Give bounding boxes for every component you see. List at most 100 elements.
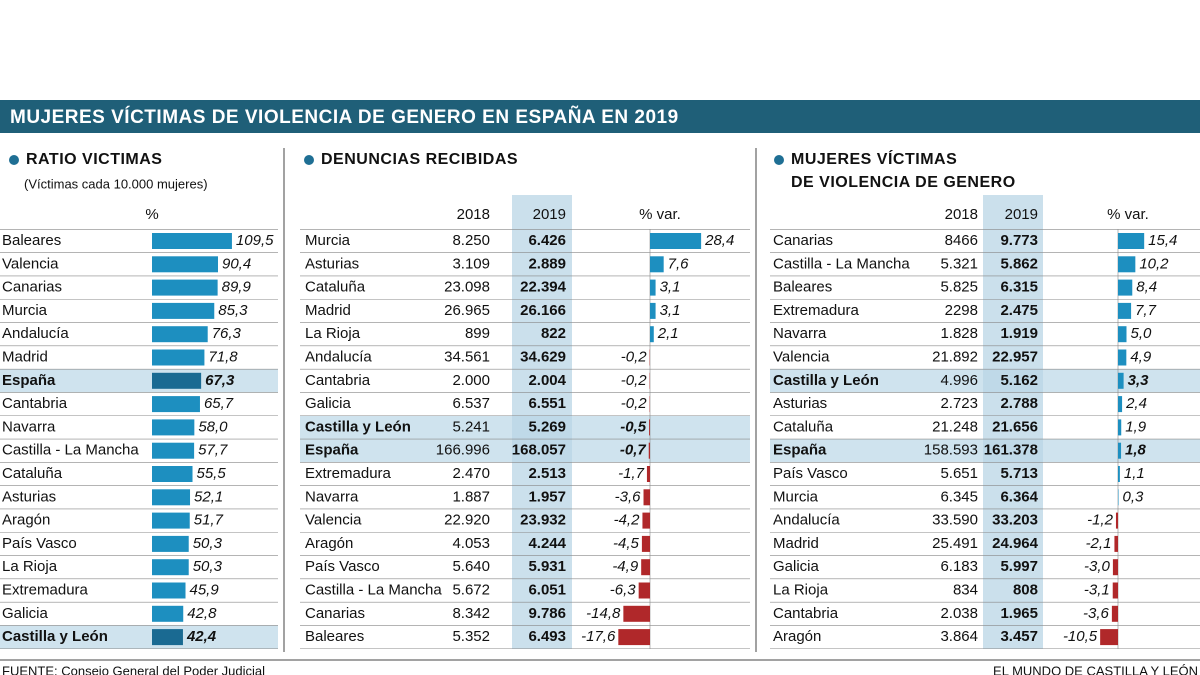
bullet xyxy=(9,155,19,165)
value-label: 10,2 xyxy=(1139,255,1169,272)
value-label: 76,3 xyxy=(212,325,242,342)
row-label: Andalucía xyxy=(2,325,69,342)
bar xyxy=(641,535,650,552)
row-label: Extremadura xyxy=(305,465,392,482)
column-header: % var. xyxy=(1107,206,1149,223)
cell-2018: 6.537 xyxy=(452,395,490,412)
row-label: Murcia xyxy=(305,232,351,249)
value-label: 51,7 xyxy=(194,512,224,529)
row-label: La Rioja xyxy=(773,581,829,598)
row-label: Navarra xyxy=(773,325,827,342)
column-shade xyxy=(983,195,1043,649)
panel-title: RATIO VICTIMAS xyxy=(26,151,162,168)
value-label: 5,0 xyxy=(1131,325,1153,342)
value-label: 52,1 xyxy=(194,488,223,505)
value-label: -0,2 xyxy=(621,395,648,412)
cell-2018: 158.593 xyxy=(924,442,978,459)
cell-2018: 2.470 xyxy=(452,465,490,482)
cell-2018: 6.345 xyxy=(940,488,978,505)
value-label: 1,9 xyxy=(1125,418,1147,435)
bar xyxy=(623,605,650,622)
value-label: 65,7 xyxy=(204,395,234,412)
cell-2019: 5.931 xyxy=(528,558,566,575)
bar xyxy=(650,326,654,343)
cell-2019: 22.394 xyxy=(520,279,567,296)
bar xyxy=(152,279,218,296)
cell-2019: 21.656 xyxy=(992,418,1038,435)
cell-2019: 34.629 xyxy=(520,348,566,365)
bar xyxy=(1118,256,1136,273)
column-header: 2018 xyxy=(945,206,978,223)
cell-2018: 21.248 xyxy=(932,418,978,435)
bar xyxy=(152,442,195,459)
cell-2018: 5.321 xyxy=(940,255,978,272)
value-label: -4,5 xyxy=(613,535,640,552)
row-label: Cantabria xyxy=(773,605,839,622)
value-label: -14,8 xyxy=(586,605,621,622)
row-label: País Vasco xyxy=(305,558,380,575)
row-label: Castilla y León xyxy=(773,372,879,389)
cell-2019: 1.965 xyxy=(1000,605,1038,622)
row-label: Aragón xyxy=(305,535,353,552)
value-label: 85,3 xyxy=(218,302,248,319)
value-label: 3,3 xyxy=(1128,372,1150,389)
cell-2018: 22.920 xyxy=(444,512,490,529)
value-label: 42,4 xyxy=(186,628,217,645)
bar xyxy=(1112,582,1118,599)
cell-2019: 2.004 xyxy=(528,372,566,389)
credit: EL MUNDO DE CASTILLA Y LEÓN xyxy=(993,663,1198,675)
bar xyxy=(650,256,664,273)
cell-2019: 2.513 xyxy=(528,465,566,482)
row-label: España xyxy=(305,442,359,459)
cell-2018: 4.996 xyxy=(940,372,978,389)
bar xyxy=(152,489,191,506)
row-label: España xyxy=(773,442,827,459)
bar xyxy=(1100,629,1118,646)
bar xyxy=(152,302,215,319)
row-label: Madrid xyxy=(773,535,819,552)
cell-2018: 166.996 xyxy=(436,442,490,459)
cell-2019: 22.957 xyxy=(992,348,1038,365)
bar xyxy=(1118,442,1122,459)
row-label: Navarra xyxy=(2,418,56,435)
value-label: 58,0 xyxy=(198,418,228,435)
bar xyxy=(152,535,189,552)
cell-2019: 2.788 xyxy=(1000,395,1038,412)
cell-2019: 26.166 xyxy=(520,302,566,319)
row-label: Asturias xyxy=(773,395,827,412)
value-label: -3,6 xyxy=(615,488,642,505)
row-label: Asturias xyxy=(2,488,56,505)
bar xyxy=(1118,349,1127,366)
row-label: Galicia xyxy=(305,395,352,412)
row-label: Navarra xyxy=(305,488,359,505)
value-label: 2,4 xyxy=(1125,395,1147,412)
bar xyxy=(641,559,650,576)
row-label: Cataluña xyxy=(305,279,366,296)
cell-2018: 834 xyxy=(953,581,978,598)
value-label: 8,4 xyxy=(1136,279,1157,296)
bar xyxy=(152,326,208,343)
column-header: 2019 xyxy=(1005,206,1038,223)
row-label: Valencia xyxy=(305,512,362,529)
cell-2018: 23.098 xyxy=(444,279,490,296)
value-label: 28,4 xyxy=(704,232,734,249)
value-label: 57,7 xyxy=(198,442,228,459)
row-label: Valencia xyxy=(773,348,830,365)
column-header: % var. xyxy=(639,206,681,223)
cell-2018: 3.864 xyxy=(940,628,978,645)
value-label: -4,2 xyxy=(614,512,641,529)
bar xyxy=(152,349,205,366)
value-label: -3,1 xyxy=(1084,581,1110,598)
bar xyxy=(152,466,193,482)
row-label: Madrid xyxy=(2,348,48,365)
cell-2018: 2.038 xyxy=(940,605,978,622)
row-label: La Rioja xyxy=(305,325,361,342)
value-label: 71,8 xyxy=(208,348,238,365)
cell-2019: 6.551 xyxy=(528,395,566,412)
bar xyxy=(1118,326,1127,343)
value-label: -3,6 xyxy=(1083,605,1110,622)
cell-2018: 5.672 xyxy=(452,581,490,598)
cell-2019: 3.457 xyxy=(1000,628,1038,645)
cell-2018: 33.590 xyxy=(932,512,978,529)
cell-2019: 6.364 xyxy=(1000,488,1038,505)
